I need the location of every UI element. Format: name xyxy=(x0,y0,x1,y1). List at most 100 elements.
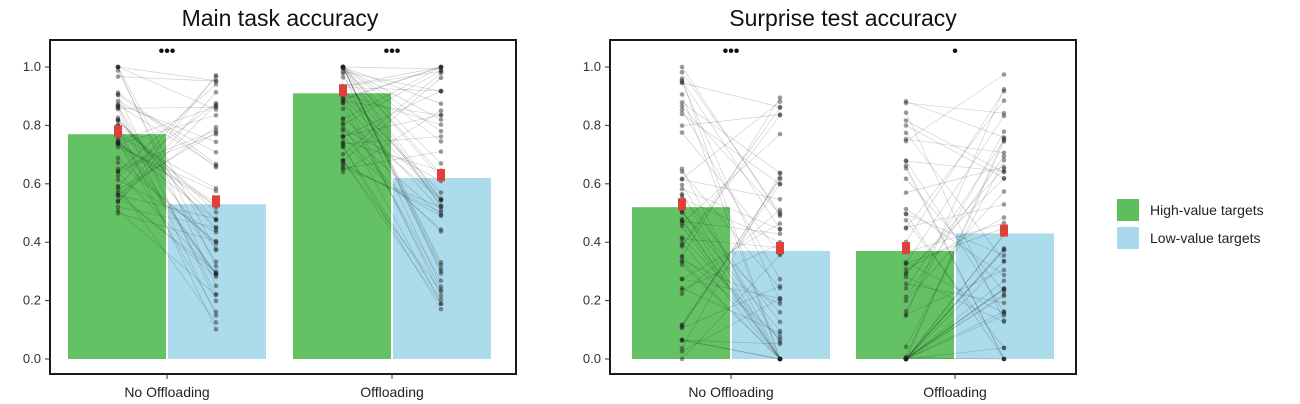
bar-high-value xyxy=(632,207,730,359)
subject-point xyxy=(115,183,121,189)
subject-line xyxy=(342,130,442,216)
bar-low-value xyxy=(732,250,830,359)
plot-frame xyxy=(609,39,1077,375)
subject-point xyxy=(777,356,783,362)
subject-point xyxy=(115,192,121,198)
subject-point xyxy=(679,242,685,248)
subject-line xyxy=(117,138,217,274)
subject-point xyxy=(1001,345,1007,351)
subject-point xyxy=(679,209,685,215)
subject-line xyxy=(905,288,1005,360)
subject-point xyxy=(1001,300,1007,306)
subject-point xyxy=(1001,356,1007,362)
subject-point xyxy=(777,328,783,334)
subject-line xyxy=(342,77,442,162)
plot-frame xyxy=(49,39,517,375)
subject-point xyxy=(115,160,121,165)
subject-point xyxy=(777,356,783,362)
subject-line xyxy=(905,132,1005,262)
subject-line xyxy=(117,108,217,316)
subject-point xyxy=(340,157,346,163)
subject-line xyxy=(117,76,217,82)
subject-line xyxy=(681,184,781,343)
subject-point xyxy=(115,199,121,205)
subject-point xyxy=(340,75,346,80)
subject-line xyxy=(117,210,217,296)
subject-point xyxy=(115,166,121,172)
subject-point xyxy=(340,160,346,166)
subject-point xyxy=(903,130,909,136)
subject-point xyxy=(903,271,909,277)
subject-point xyxy=(1001,135,1007,140)
subject-point xyxy=(340,64,346,70)
subject-line xyxy=(342,66,442,132)
subject-point xyxy=(438,278,444,284)
y-axis: 0.0 0.2 0.4 0.6 0.8 1.0 xyxy=(23,59,50,366)
subject-line xyxy=(342,108,442,281)
subject-point xyxy=(1001,259,1007,264)
subject-line xyxy=(681,209,781,295)
subject-point xyxy=(903,312,909,318)
subject-point xyxy=(213,217,219,223)
subject-point xyxy=(777,330,783,336)
subject-point xyxy=(679,218,685,223)
subject-point xyxy=(438,213,444,219)
subject-point xyxy=(679,324,685,330)
subject-point xyxy=(115,208,121,213)
subject-point xyxy=(438,262,444,268)
subject-point xyxy=(340,169,346,175)
subject-point xyxy=(903,274,909,280)
subject-point xyxy=(903,313,909,318)
subject-point xyxy=(777,231,783,237)
subject-point xyxy=(679,218,685,224)
subject-point xyxy=(903,356,909,362)
subject-point xyxy=(679,349,685,354)
subject-line xyxy=(681,188,781,230)
subject-point xyxy=(777,310,783,315)
subject-line xyxy=(681,66,781,217)
subject-point xyxy=(115,140,121,146)
subject-point xyxy=(340,122,346,127)
subject-point xyxy=(679,80,685,85)
subject-line xyxy=(117,125,217,330)
subject-point xyxy=(213,161,219,167)
subject-line xyxy=(905,166,1005,193)
subject-line xyxy=(681,179,781,200)
subject-line xyxy=(905,280,1005,360)
subject-point xyxy=(115,140,121,146)
subject-point xyxy=(1001,72,1007,77)
subject-point xyxy=(115,104,121,109)
subject-point xyxy=(679,291,685,297)
subject-line xyxy=(905,160,1005,313)
subject-point xyxy=(438,112,444,118)
subject-line xyxy=(905,89,1005,316)
subject-point xyxy=(1001,272,1007,278)
subject-point xyxy=(679,186,685,192)
subject-point xyxy=(213,131,219,137)
subject-point xyxy=(213,210,219,215)
significance-label: ••• xyxy=(384,43,401,60)
subject-point xyxy=(903,356,909,362)
subject-point xyxy=(903,100,909,106)
subject-point xyxy=(1001,286,1007,291)
subject-line xyxy=(681,82,781,302)
subject-point xyxy=(213,227,219,233)
subject-point xyxy=(115,139,121,145)
subject-line xyxy=(681,97,781,257)
subject-point xyxy=(1001,288,1007,294)
subject-point xyxy=(1001,175,1007,181)
subject-point xyxy=(777,170,783,176)
subject-line xyxy=(681,82,781,108)
subject-line xyxy=(342,66,442,99)
subject-line xyxy=(342,66,442,87)
subject-line xyxy=(117,146,217,192)
subject-line xyxy=(905,208,1005,276)
subject-point xyxy=(115,92,121,97)
subject-line xyxy=(342,160,442,305)
subject-line xyxy=(342,92,442,193)
subject-line xyxy=(342,66,442,266)
subject-point xyxy=(115,68,121,73)
subject-point xyxy=(777,95,783,100)
subject-point xyxy=(777,356,783,362)
subject-point xyxy=(438,88,444,94)
